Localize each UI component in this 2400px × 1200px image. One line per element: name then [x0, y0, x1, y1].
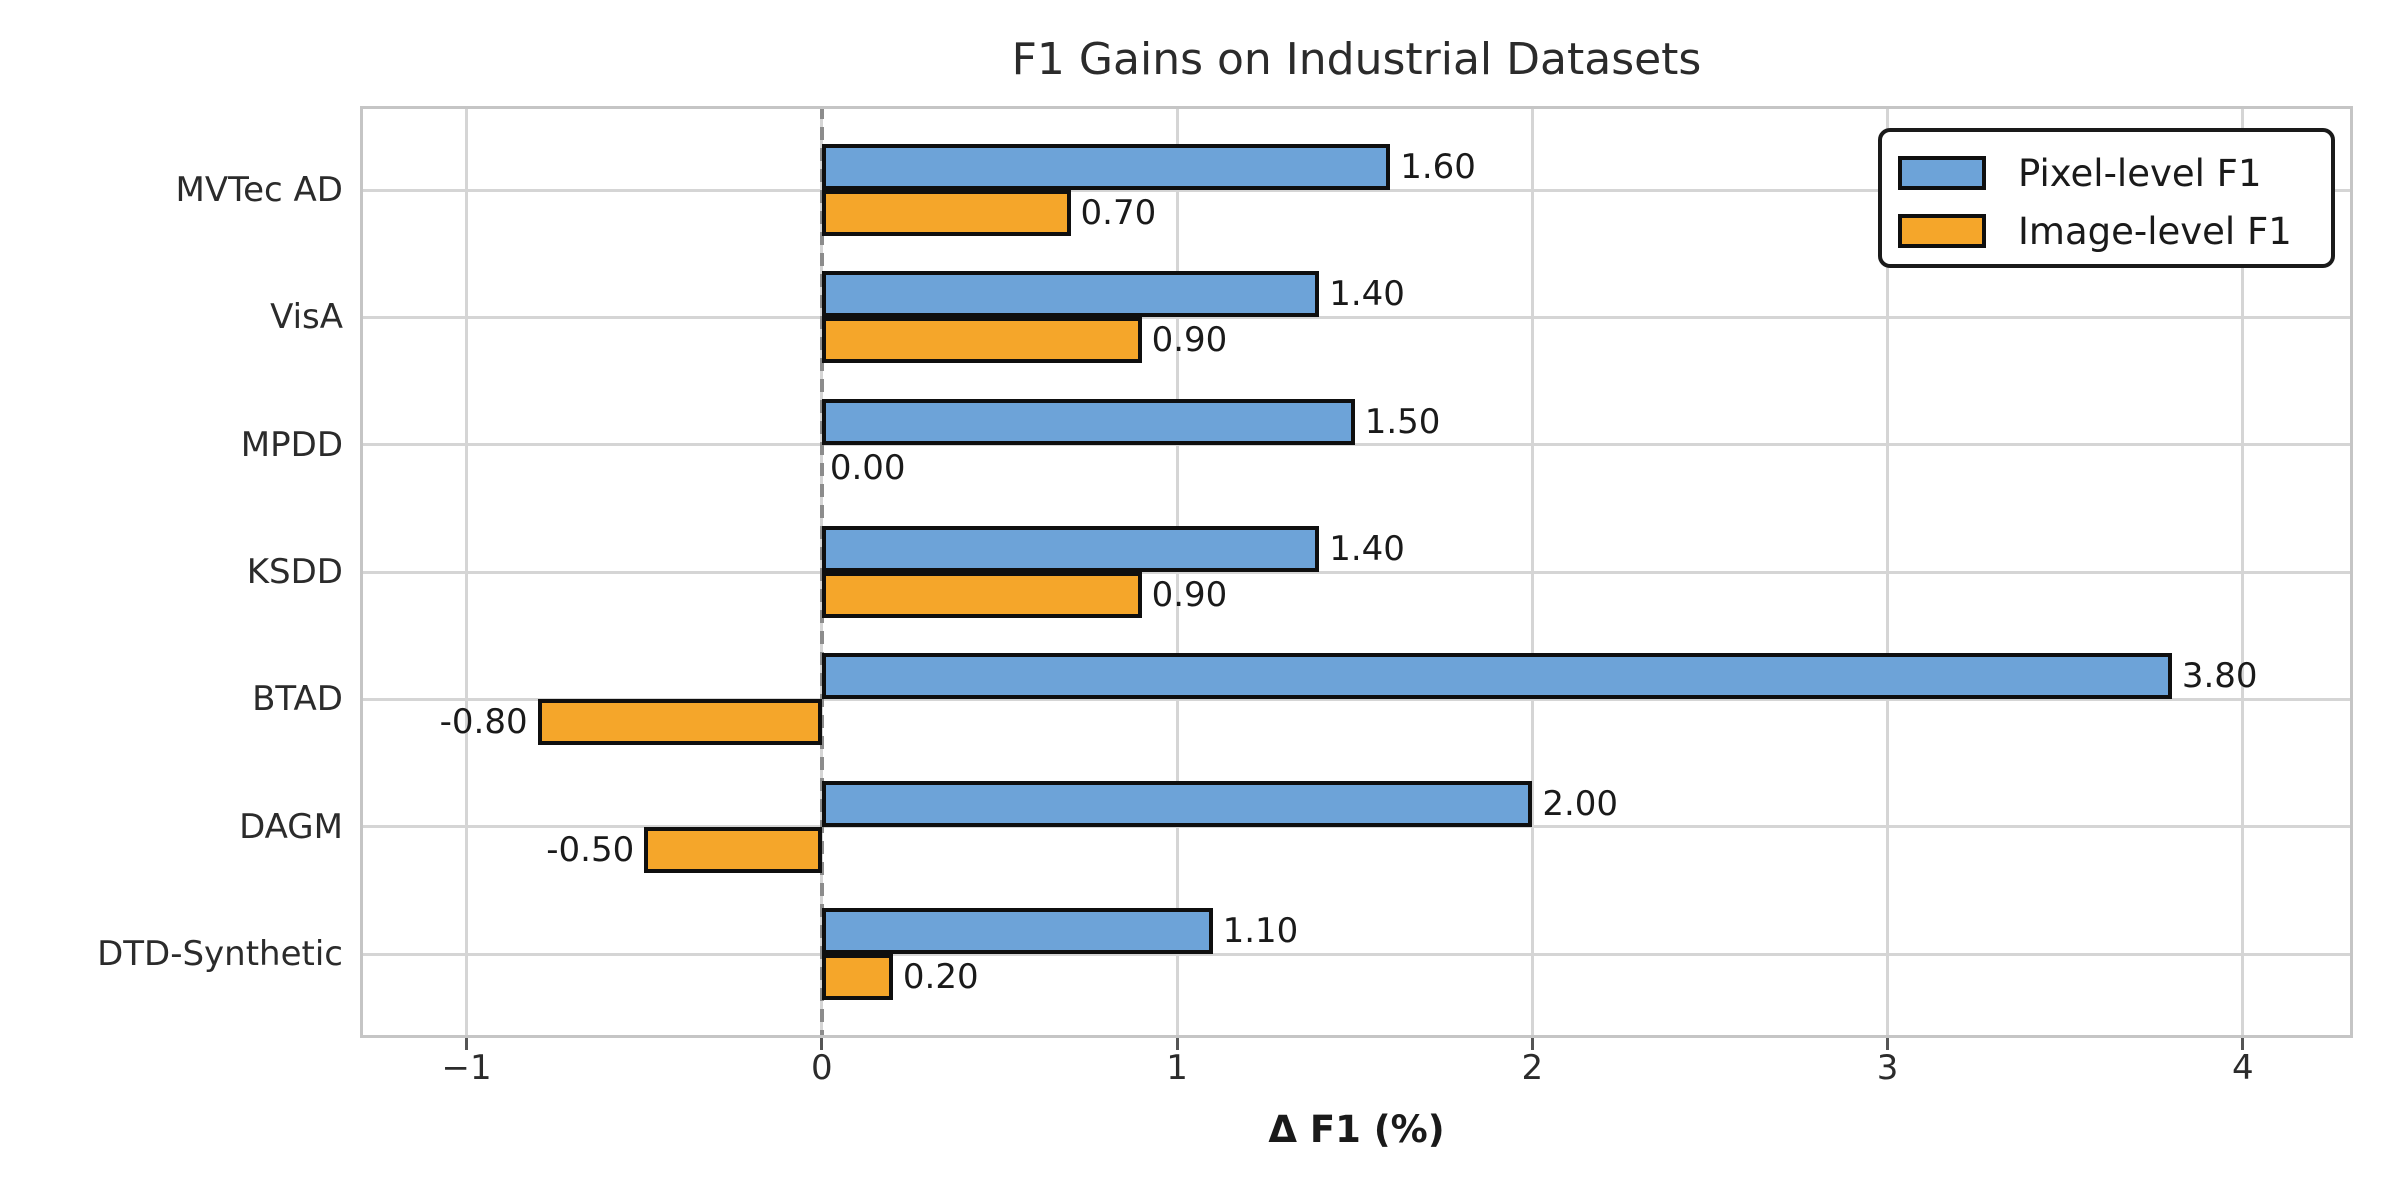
bar-pixel-level-f1-visa [821, 271, 1320, 318]
y-tick-label-dagm: DAGM [239, 806, 343, 847]
spine-left [360, 106, 363, 1038]
y-tick-label-btad: BTAD [252, 679, 343, 720]
spine-right [2350, 106, 2353, 1038]
gridline-y-dtd-synthetic [360, 952, 2353, 956]
bar-value-label-image-level-f1-mpdd: 0.00 [829, 447, 906, 488]
bar-value-label-image-level-f1-dagm: -0.50 [546, 829, 635, 870]
legend-swatch-image-level-f1 [1898, 214, 1986, 248]
bar-value-label-pixel-level-f1-mpdd: 1.50 [1364, 401, 1441, 442]
y-tick-label-mvtec-ad: MVTec AD [175, 170, 343, 210]
legend-item-pixel-level-f1: Pixel-level F1 [1898, 144, 2331, 202]
bar-pixel-level-f1-ksdd [821, 526, 1320, 572]
legend-label-pixel-level-f1: Pixel-level F1 [2018, 151, 2262, 195]
x-tick-mark-1 [1175, 1038, 1179, 1050]
bar-pixel-level-f1-dtd-synthetic [821, 908, 1213, 954]
bar-image-level-f1-mvtec-ad [821, 190, 1071, 236]
gridline-y-ksdd [360, 570, 2353, 574]
chart-title: F1 Gains on Industrial Datasets [1011, 34, 1702, 85]
x-tick-label-2: 2 [1521, 1048, 1544, 1088]
bar-image-level-f1-dagm [644, 826, 822, 873]
legend-item-image-level-f1: Image-level F1 [1898, 202, 2331, 260]
bar-pixel-level-f1-btad [821, 653, 2172, 700]
bar-image-level-f1-btad [537, 699, 822, 746]
bar-value-label-pixel-level-f1-btad: 3.80 [2181, 656, 2258, 697]
legend-label-image-level-f1: Image-level F1 [2018, 209, 2292, 253]
bar-pixel-level-f1-mvtec-ad [821, 144, 1391, 190]
gridline-y-mvtec-ad [360, 188, 2353, 192]
y-tick-label-dtd-synthetic: DTD-Synthetic [97, 934, 343, 974]
bar-value-label-pixel-level-f1-visa: 1.40 [1329, 274, 1405, 315]
spine-bottom [360, 1035, 2353, 1038]
bar-value-label-pixel-level-f1-dtd-synthetic: 1.10 [1222, 911, 1299, 951]
bar-value-label-pixel-level-f1-dagm: 2.00 [1542, 783, 1619, 824]
x-axis-label: Δ F1 (%) [1268, 1108, 1445, 1151]
x-tick-label-3: 3 [1876, 1048, 1899, 1088]
bar-pixel-level-f1-mpdd [821, 398, 1355, 445]
x-tick-mark-0 [820, 1038, 824, 1050]
x-tick-label-1: 1 [1166, 1048, 1188, 1088]
x-tick-label-4: 4 [2232, 1048, 2254, 1088]
y-tick-label-visa: VisA [270, 297, 343, 338]
bar-value-label-image-level-f1-btad: -0.80 [439, 702, 528, 743]
x-tick-label--1: −1 [441, 1048, 492, 1088]
x-tick-mark-2 [1530, 1038, 1534, 1050]
legend: Pixel-level F1 Image-level F1 [1878, 128, 2335, 268]
spine-top [360, 106, 2353, 109]
x-tick-mark-3 [1886, 1038, 1890, 1050]
y-tick-label-ksdd: KSDD [246, 552, 343, 592]
bar-value-label-pixel-level-f1-ksdd: 1.40 [1329, 529, 1405, 569]
gridline-y-btad [360, 697, 2353, 701]
x-tick-label-0: 0 [811, 1048, 833, 1088]
bar-value-label-pixel-level-f1-mvtec-ad: 1.60 [1400, 147, 1476, 187]
bar-image-level-f1-visa [821, 317, 1142, 364]
bar-image-level-f1-dtd-synthetic [821, 954, 893, 1000]
bar-value-label-image-level-f1-mvtec-ad: 0.70 [1080, 193, 1157, 233]
x-tick-mark-4 [2241, 1038, 2245, 1050]
y-tick-label-mpdd: MPDD [240, 424, 343, 465]
bar-value-label-image-level-f1-visa: 0.90 [1151, 320, 1228, 361]
gridline-y-mpdd [360, 443, 2353, 447]
bar-value-label-image-level-f1-ksdd: 0.90 [1151, 575, 1228, 615]
gridline-y-dagm [360, 825, 2353, 829]
bar-pixel-level-f1-dagm [821, 780, 1533, 827]
x-tick-mark--1 [465, 1038, 469, 1050]
gridline-y-visa [360, 315, 2353, 319]
bar-image-level-f1-ksdd [821, 572, 1142, 618]
bar-value-label-image-level-f1-dtd-synthetic: 0.20 [902, 957, 979, 997]
legend-swatch-pixel-level-f1 [1898, 156, 1986, 190]
